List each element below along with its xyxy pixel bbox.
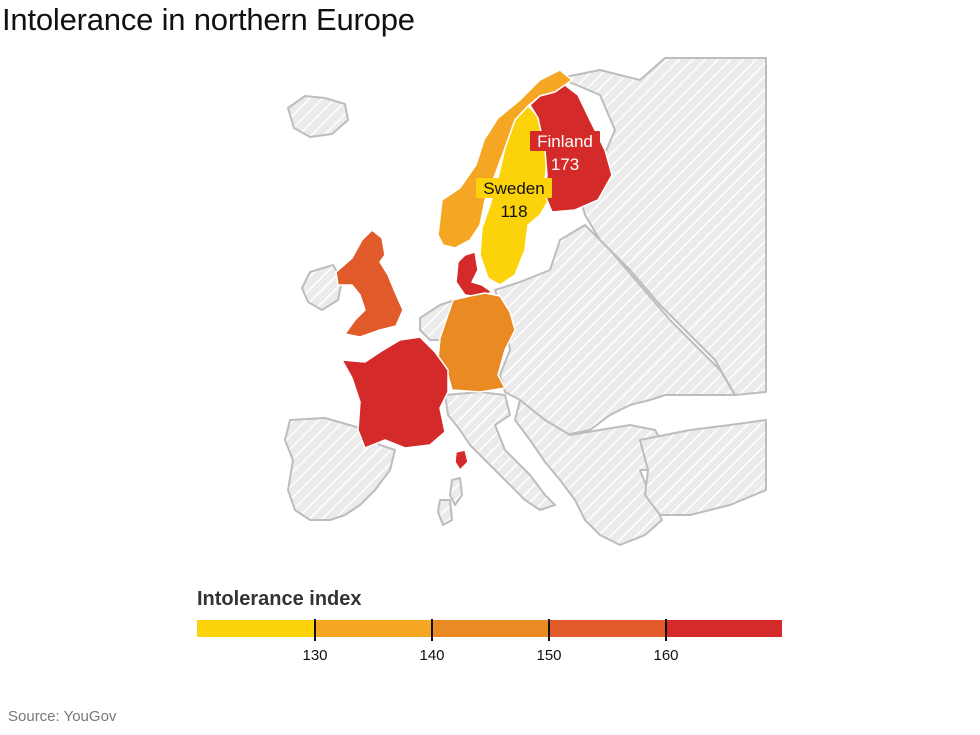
legend-tick xyxy=(314,619,316,641)
corsica-shape xyxy=(449,477,463,506)
legend-tick-label: 130 xyxy=(302,647,328,664)
legend-tick xyxy=(431,619,433,641)
country-france xyxy=(341,336,449,449)
legend-tick-label: 140 xyxy=(419,647,445,664)
turkey-shape xyxy=(639,419,767,516)
legend-swatch-1 xyxy=(197,620,314,637)
balkans-shape xyxy=(514,399,671,546)
sweden-label-value: 118 xyxy=(500,202,527,221)
country-denmark xyxy=(455,251,493,298)
legend-color-scale xyxy=(197,620,782,637)
legend-swatch-2 xyxy=(314,620,431,637)
finland-label-value: 173 xyxy=(551,155,579,174)
eastern-europe-shape xyxy=(494,224,736,436)
legend-title: Intolerance index xyxy=(197,588,362,610)
legend-swatch-5 xyxy=(665,620,782,637)
iceland-shape xyxy=(287,95,349,138)
legend-tick xyxy=(665,619,667,641)
legend-tick xyxy=(548,619,550,641)
legend-swatch-4 xyxy=(548,620,665,637)
italy-shape xyxy=(444,391,556,511)
legend-tick-label: 160 xyxy=(653,647,679,664)
legend-tick-label: 150 xyxy=(536,647,562,664)
sweden-label-bg xyxy=(476,178,552,198)
sweden-label-name: Sweden xyxy=(483,179,544,198)
finland-label-name: Finland xyxy=(537,132,593,151)
ireland-shape xyxy=(301,264,343,311)
finland-label-bg xyxy=(530,131,600,151)
sardinia-shape xyxy=(437,499,453,526)
legend-swatch-3 xyxy=(431,620,548,637)
source-note: Source: YouGov xyxy=(8,708,117,725)
country-labels: Finland 173 Sweden 118 xyxy=(476,131,600,221)
country-france-corsica xyxy=(454,449,469,471)
map-title: Intolerance in northern Europe xyxy=(2,2,415,37)
country-united-kingdom xyxy=(335,229,404,338)
